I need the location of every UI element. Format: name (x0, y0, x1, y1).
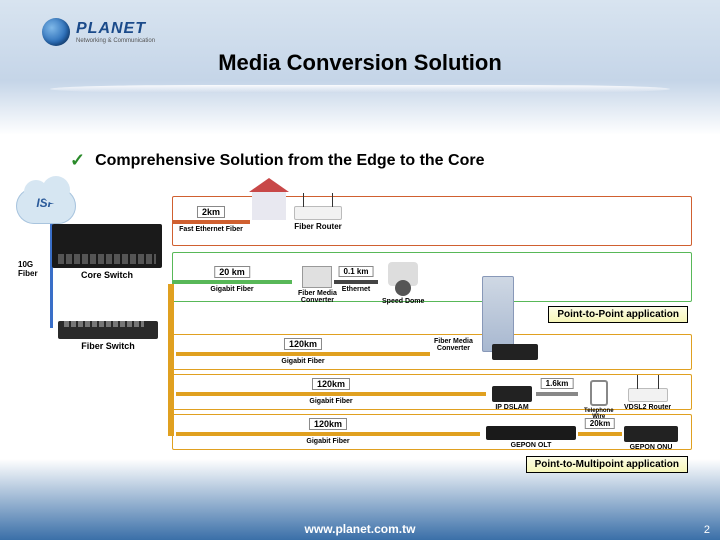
fiber-media-converter-1: Fiber Media Converter (298, 266, 337, 304)
tenG-fiber-label: 10G Fiber (18, 260, 38, 278)
fanout-vline (168, 284, 174, 436)
label-p2mp: Point-to-Multipoint application (526, 456, 688, 473)
slide-title: Media Conversion Solution (0, 50, 720, 76)
fiber-media-converter-2 (492, 344, 538, 360)
link-gigabit-4: 120kmGigabit Fiber (176, 432, 480, 436)
fiber-switch: Fiber Switch (58, 316, 158, 351)
speed-dome: Speed Dome (382, 262, 424, 305)
house-icon (252, 192, 286, 220)
gepon-onu: GEPON ONU (624, 426, 678, 451)
link-dsl: 1.6km (536, 392, 578, 396)
link-gigabit-1: 20 kmGigabit Fiber (172, 280, 292, 284)
link-fast-ethernet: 2kmFast Ethernet Fiber (172, 220, 250, 224)
fiber-media-converter-2-label: Fiber Media Converter (434, 336, 473, 352)
server-icon (482, 276, 514, 352)
bullet-row: ✓ Comprehensive Solution from the Edge t… (70, 150, 484, 171)
link-gigabit-3: 120kmGigabit Fiber (176, 392, 486, 396)
vdsl2-router: VDSL2 Router (624, 388, 671, 411)
check-icon: ✓ (70, 150, 85, 171)
frame-row-1 (172, 196, 692, 246)
core-switch: Core Switch (52, 224, 162, 280)
fiber-router: Fiber Router (294, 206, 342, 231)
logo-tagline: Networking & Communication (76, 38, 155, 44)
globe-icon (42, 18, 70, 46)
bullet-text: Comprehensive Solution from the Edge to … (95, 152, 484, 170)
gepon-olt: GEPON OLT (486, 426, 576, 449)
frame-row-2 (172, 252, 692, 302)
telephone-wire: Telephone Wire (584, 380, 614, 420)
label-p2p: Point-to-Point application (548, 306, 688, 323)
title-shine (50, 85, 670, 93)
footer-url: www.planet.com.tw (0, 522, 720, 536)
ip-dslam: IP DSLAM (492, 386, 532, 411)
brand-logo: PLANET Networking & Communication (42, 18, 155, 46)
link-ethernet: 0.1 kmEthernet (334, 280, 378, 284)
page-number: 2 (704, 524, 710, 536)
link-pon: 20km (578, 432, 622, 436)
logo-brand: PLANET (76, 20, 155, 38)
link-gigabit-2: 120kmGigabit Fiber (176, 352, 430, 356)
topology-diagram: ISP 10G Fiber Core Switch Fiber Switch F… (12, 188, 708, 478)
isp-label: ISP (16, 196, 76, 210)
